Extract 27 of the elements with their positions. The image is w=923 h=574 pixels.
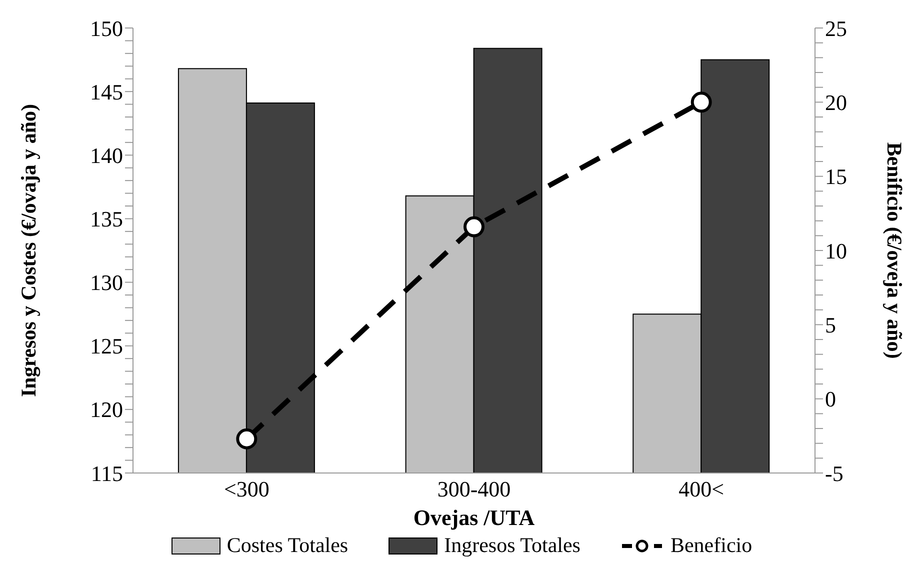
point xyxy=(236,428,258,450)
y-tick-label: 120 xyxy=(90,397,123,422)
x-tick-label: <300 xyxy=(224,476,270,502)
legend-label: Costes Totales xyxy=(226,533,348,558)
y2-tick-label: 10 xyxy=(825,238,847,264)
y-tick-label: 115 xyxy=(90,460,123,486)
y2-tick-label: 15 xyxy=(825,164,847,190)
y-tick-label: 140 xyxy=(90,142,123,168)
y-tick-label: 150 xyxy=(90,16,123,41)
y2-tick-label: 5 xyxy=(825,312,836,338)
y-axis-title: Ingresos y Costes (€/ovaja y año) xyxy=(16,104,40,398)
y-tick-label: 125 xyxy=(90,334,123,359)
y2-tick-label: 25 xyxy=(825,16,847,41)
x-axis-title: Ovejas /UTA xyxy=(413,505,535,530)
legend-label: Beneficio xyxy=(670,533,752,558)
y-tick-label: 135 xyxy=(90,206,123,232)
y2-tick-label: 20 xyxy=(825,90,847,115)
point xyxy=(464,216,484,238)
y2-axis-title: Benificio (€/oveja y año) xyxy=(882,142,907,359)
x-tick-label: 400< xyxy=(678,476,724,502)
y2-tick-label: 0 xyxy=(825,386,836,412)
point xyxy=(690,92,712,113)
y2-tick-label: -5 xyxy=(825,460,844,486)
y-tick-label: 145 xyxy=(90,79,123,104)
y-tick-label: 130 xyxy=(90,270,123,296)
x-tick-label: 300-400 xyxy=(437,476,511,502)
legend-label: Ingresos Totales xyxy=(444,533,580,558)
